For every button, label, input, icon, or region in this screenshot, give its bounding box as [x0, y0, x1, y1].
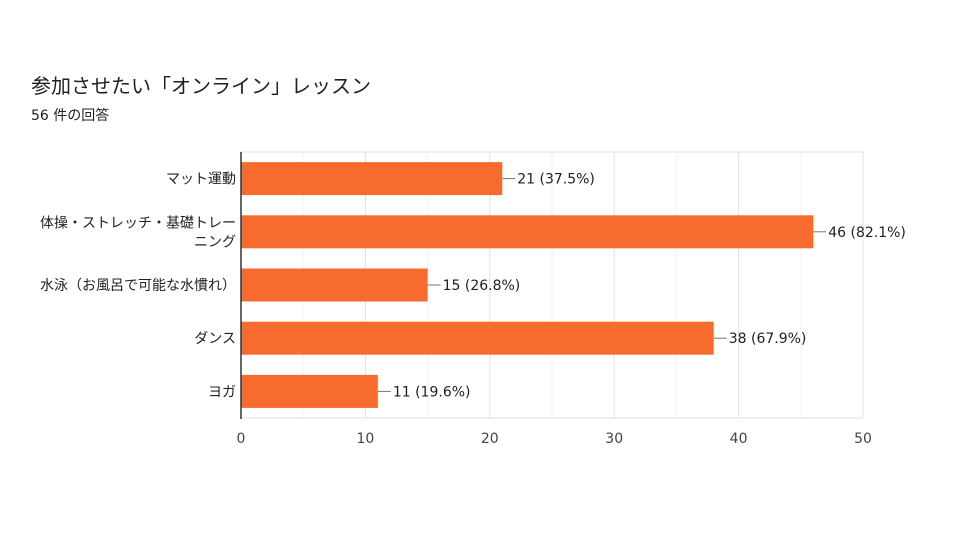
data-label: 46 (82.1%)	[828, 225, 906, 241]
category-label: マット運動	[166, 172, 236, 188]
x-tick-label: 50	[854, 431, 872, 447]
data-label: 15 (26.8%)	[443, 278, 521, 294]
category-label: ダンス	[194, 331, 236, 347]
bar	[241, 162, 503, 196]
category-label: ニング	[194, 234, 236, 250]
data-label: 21 (37.5%)	[517, 172, 595, 188]
x-tick-label: 30	[605, 431, 623, 447]
data-label: 11 (19.6%)	[393, 384, 471, 400]
bar	[241, 268, 428, 302]
chart-title: 参加させたい「オンライン」レッスン	[31, 74, 371, 98]
bar	[241, 321, 714, 355]
x-tick-label: 40	[730, 431, 748, 447]
x-tick-label: 20	[481, 431, 499, 447]
category-label: 水泳（お風呂で可能な水慣れ）	[40, 277, 236, 294]
bar	[241, 374, 378, 408]
bar	[241, 215, 814, 249]
response-count: 56 件の回答	[31, 108, 110, 124]
category-label: ヨガ	[208, 384, 236, 400]
data-label: 38 (67.9%)	[729, 331, 807, 347]
x-tick-label: 0	[237, 431, 246, 447]
category-label: 体操・ストレッチ・基礎トレー	[40, 214, 236, 231]
x-tick-label: 10	[356, 431, 374, 447]
